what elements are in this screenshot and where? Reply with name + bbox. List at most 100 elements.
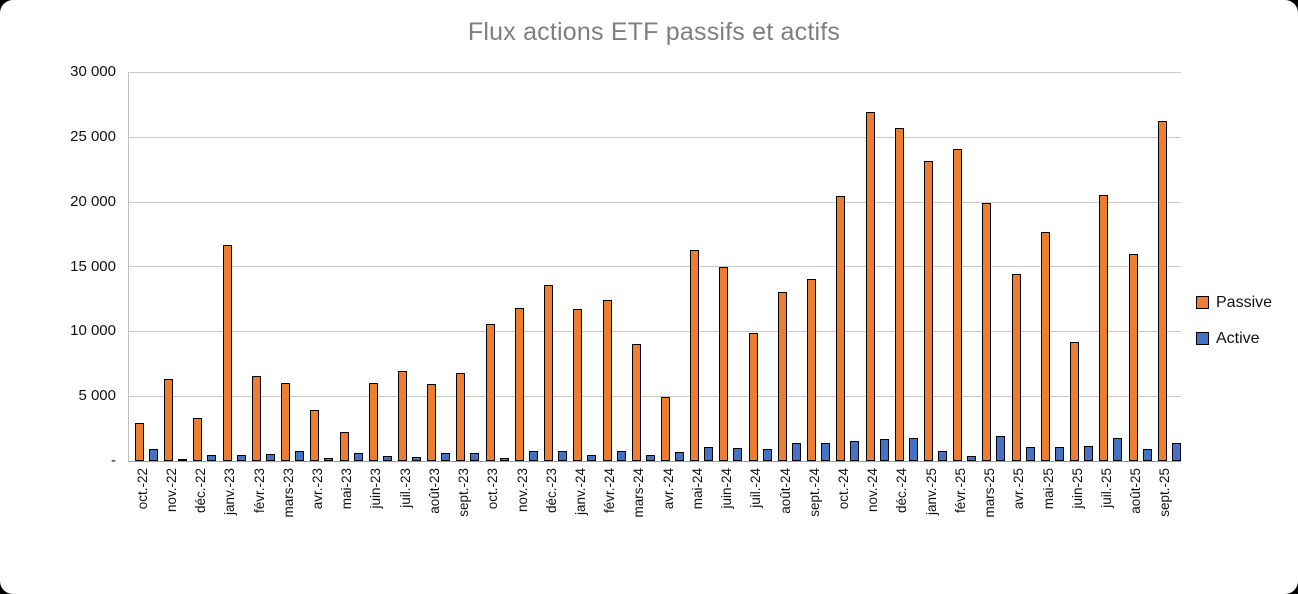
active-bar <box>1172 443 1181 461</box>
gridline <box>129 72 1181 73</box>
passive-bar <box>1099 195 1108 461</box>
passive-bar <box>398 371 407 461</box>
x-axis-label: avr.-24 <box>661 468 676 510</box>
passive-bar <box>924 161 933 461</box>
y-axis-label: 10 000 <box>70 322 116 340</box>
y-axis-label: 30 000 <box>70 63 116 80</box>
active-bar <box>558 451 567 461</box>
active-bar <box>207 455 216 461</box>
passive-bar <box>252 376 261 461</box>
gridline <box>129 396 1181 397</box>
active-bar <box>909 438 918 461</box>
passive-bar <box>427 384 436 461</box>
legend-label-passive: Passive <box>1216 293 1273 311</box>
x-axis-label: avr.-25 <box>1011 468 1026 510</box>
x-axis-label: sept.-24 <box>807 468 822 517</box>
passive-bar <box>310 410 319 461</box>
x-axis-label: janv.-24 <box>573 468 588 516</box>
y-axis-label: 5 000 <box>78 387 116 405</box>
active-bar <box>675 452 684 461</box>
passive-bar <box>603 300 612 461</box>
active-bar <box>354 453 363 461</box>
active-bar <box>178 459 187 461</box>
passive-bar <box>135 423 144 461</box>
x-axis-label: sept.-23 <box>456 468 471 517</box>
active-bar <box>938 451 947 461</box>
passive-bar <box>866 112 875 461</box>
active-bar <box>880 439 889 461</box>
active-bar <box>470 453 479 461</box>
passive-bar <box>719 267 728 461</box>
passive-bar <box>895 128 904 461</box>
passive-bar <box>661 397 670 461</box>
active-bar <box>587 455 596 461</box>
x-axis-label: déc.-24 <box>894 468 909 514</box>
active-bar <box>529 451 538 461</box>
passive-bar <box>456 373 465 461</box>
passive-bar <box>515 308 524 461</box>
x-axis-label: janv.-25 <box>924 468 939 516</box>
active-bar <box>617 451 626 461</box>
x-axis-label: nov.-22 <box>164 468 179 513</box>
y-axis-label: 20 000 <box>70 192 116 210</box>
active-bar <box>324 458 333 461</box>
passive-bar <box>164 379 173 461</box>
x-axis-label: nov.-24 <box>865 468 880 513</box>
active-bar <box>295 451 304 461</box>
active-bar <box>704 447 713 461</box>
x-axis-label: août-24 <box>778 468 793 514</box>
passive-bar <box>632 344 641 461</box>
legend: Passive Active <box>1196 289 1272 361</box>
legend-item-active: Active <box>1196 325 1272 352</box>
active-bar <box>237 455 246 461</box>
passive-bar <box>1012 274 1021 461</box>
passive-bar <box>690 250 699 461</box>
active-bar <box>412 457 421 461</box>
passive-bar <box>369 383 378 461</box>
active-bar <box>1055 447 1064 461</box>
active-bar <box>763 449 772 461</box>
active-bar <box>266 454 275 461</box>
gridline <box>129 331 1181 332</box>
x-axis-label: févr.-24 <box>602 468 617 514</box>
legend-item-passive: Passive <box>1196 289 1272 316</box>
passive-bar <box>1158 121 1167 461</box>
active-bar <box>733 448 742 461</box>
x-axis-label: juin-23 <box>368 468 383 509</box>
x-axis-label: sept.-25 <box>1157 468 1172 517</box>
x-axis-label: déc.-22 <box>193 468 208 514</box>
passive-bar <box>573 309 582 461</box>
gridline <box>129 266 1181 267</box>
passive-bar <box>281 383 290 461</box>
x-axis-label: août-25 <box>1128 468 1143 514</box>
passive-bar <box>486 324 495 461</box>
passive-bar <box>836 196 845 461</box>
x-axis-label: mars-25 <box>982 468 997 518</box>
y-axis-label: 25 000 <box>70 127 116 145</box>
passive-bar <box>1129 254 1138 461</box>
active-bar <box>821 443 830 461</box>
x-axis-label: oct.-23 <box>485 468 500 510</box>
active-bar <box>996 436 1005 461</box>
passive-bar <box>223 245 232 461</box>
active-series-swatch-icon <box>1196 332 1209 345</box>
legend-label-active: Active <box>1216 329 1260 347</box>
active-bar <box>149 449 158 461</box>
active-bar <box>1143 449 1152 461</box>
passive-bar <box>1070 342 1079 461</box>
x-axis-label: janv.-23 <box>222 468 237 516</box>
active-bar <box>500 458 509 461</box>
passive-series-swatch-icon <box>1196 296 1209 309</box>
active-bar <box>850 441 859 461</box>
x-axis-label: déc.-23 <box>544 468 559 514</box>
active-bar <box>1113 438 1122 461</box>
x-axis-label: mai-23 <box>339 468 354 510</box>
x-axis-label: juil.-24 <box>748 468 763 508</box>
y-axis-label: 15 000 <box>70 257 116 275</box>
x-axis-label: mai-25 <box>1041 468 1056 510</box>
passive-bar <box>749 333 758 461</box>
passive-bar <box>982 203 991 461</box>
passive-bar <box>544 285 553 461</box>
active-bar <box>792 443 801 461</box>
passive-bar <box>953 149 962 461</box>
